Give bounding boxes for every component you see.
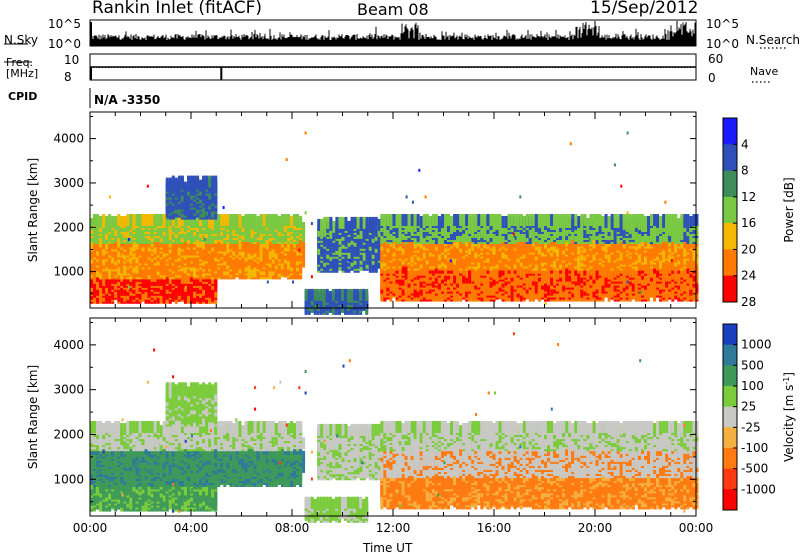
y-tick-label: 1000	[53, 265, 84, 279]
colorbar-tick-label: -100	[741, 441, 768, 455]
colorbar-tick-label: 500	[741, 358, 764, 372]
colorbar-tick-label: 1000	[741, 338, 772, 352]
colorbar-tick-label: 12	[741, 190, 756, 204]
x-tick-label: 16:00	[477, 521, 512, 535]
colorbar-segment	[723, 249, 737, 276]
date-label: 15/Sep/2012	[590, 0, 698, 17]
colorbar-segment	[723, 469, 737, 490]
colorbar-tick-label: 28	[741, 295, 756, 309]
nsky-tick-top: 10^5	[48, 17, 81, 31]
colorbar-segment	[723, 345, 737, 366]
colorbar-tick-label: 20	[741, 242, 756, 256]
freq-tick-bottom: 8	[64, 70, 72, 84]
nave-label: Nave	[750, 66, 778, 77]
y-tick-label: 3000	[53, 176, 84, 190]
colorbar-segment	[723, 118, 737, 145]
colorbar-segment	[723, 448, 737, 469]
colorbar-segment	[723, 427, 737, 448]
colorbar-tick-label: 4	[741, 137, 749, 151]
colorbar-tick-label: -25	[741, 420, 761, 434]
y-tick-label: 2000	[53, 220, 84, 234]
x-tick-label: 04:00	[174, 521, 209, 535]
cpid-label: CPID	[8, 91, 37, 102]
plot-title: Rankin Inlet (fitACF)	[92, 0, 262, 17]
nave-tick-top: 60	[708, 52, 723, 66]
y-tick-label: 2000	[53, 427, 84, 441]
colorbar-segment	[723, 407, 737, 428]
x-tick-label: 00:00	[73, 521, 108, 535]
colorbar-label: Velocity [m s-1]	[782, 372, 797, 462]
x-tick-label: 00:00	[679, 521, 714, 535]
colorbar-tick-label: -1000	[741, 482, 776, 496]
time-axis-label: Time UT	[363, 542, 412, 554]
colorbar-segment	[723, 171, 737, 198]
nave-tick-bottom: 0	[708, 71, 716, 85]
y-tick-label: 1000	[53, 472, 84, 486]
colorbar-segment	[723, 144, 737, 171]
colorbar-tick-label: 24	[741, 269, 756, 283]
colorbar-tick-label: 100	[741, 379, 764, 393]
y-tick-label: 4000	[53, 132, 84, 146]
colorbar-segment	[723, 386, 737, 407]
colorbar-label: Power [dB]	[782, 177, 796, 242]
colorbar-segment	[723, 223, 737, 250]
y-axis-label: Slant Range [km]	[26, 365, 40, 469]
colorbar-segment	[723, 276, 737, 303]
x-tick-label: 20:00	[578, 521, 613, 535]
colorbar-segment	[723, 324, 737, 345]
nsky-trace	[90, 21, 695, 46]
freq-tick-top: 10	[64, 53, 79, 67]
colorbar-segment	[723, 365, 737, 386]
beam-label: Beam 08	[357, 2, 429, 18]
power-heatmap	[90, 132, 699, 315]
x-tick-label: 08:00	[275, 521, 310, 535]
nsky-label: N.Sky	[4, 34, 38, 46]
nsearch-tick-top: 10^5	[706, 17, 739, 31]
velocity-heatmap	[90, 332, 699, 523]
colorbar-segment	[723, 197, 737, 224]
freq-label-2: [MHz]	[6, 68, 38, 79]
y-tick-label: 4000	[53, 338, 84, 352]
nsky-tick-bottom: 10^0	[48, 37, 81, 51]
x-tick-label: 12:00	[376, 521, 411, 535]
colorbar-tick-label: 16	[741, 216, 756, 230]
y-axis-label: Slant Range [km]	[26, 158, 40, 262]
nsearch-label: N.Search	[746, 34, 800, 46]
colorbar-segment	[723, 489, 737, 510]
colorbar-tick-label: 25	[741, 400, 756, 414]
nsearch-tick-bottom: 10^0	[706, 37, 739, 51]
colorbar-tick-label: 8	[741, 164, 749, 178]
y-tick-label: 3000	[53, 383, 84, 397]
cpid-value: N/A -3350	[94, 94, 160, 106]
colorbar-tick-label: -500	[741, 462, 768, 476]
